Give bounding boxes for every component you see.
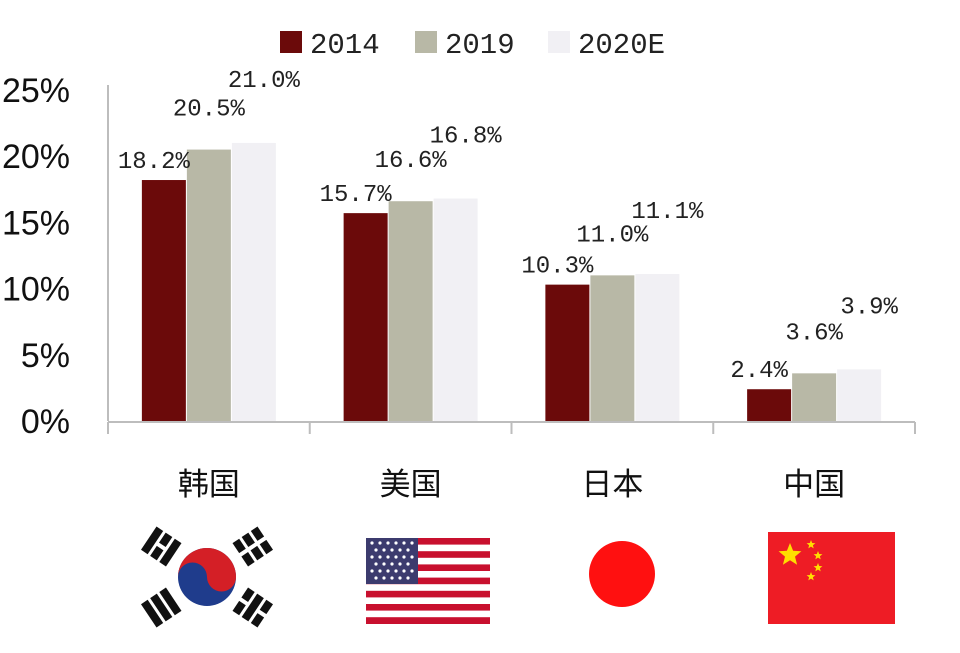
bar-2020E-1 xyxy=(433,198,478,421)
legend-label-2019: 2019 xyxy=(445,29,515,62)
y-tick-label: 25% xyxy=(2,72,70,110)
legend-label-2020E: 2020E xyxy=(578,29,665,62)
bar-2020E-3 xyxy=(837,369,882,421)
category-label: 美国 xyxy=(380,467,442,503)
data-label-2014-0: 18.2% xyxy=(118,149,191,176)
data-labels: 18.2% 20.5%21.0% 15.7% 16.6%16.8% 10.3% 11.0%… xyxy=(118,68,899,385)
y-axis: 0% 5% 10% 15% 20% 25% xyxy=(2,72,109,441)
data-label-2020E-0: 21.0% xyxy=(228,68,301,95)
legend: 2014 2019 2020E xyxy=(280,29,665,62)
bar-2019-2 xyxy=(590,275,635,421)
data-label-2019-2: 11.0% xyxy=(576,222,649,249)
category-label: 韩国 xyxy=(178,467,240,503)
japan-flag xyxy=(589,541,655,607)
y-tick-label: 0% xyxy=(21,403,70,441)
y-tick-label: 20% xyxy=(2,138,70,176)
china-flag xyxy=(768,532,895,624)
data-label-2019-1: 16.6% xyxy=(375,148,448,175)
data-label-2020E-2: 11.1% xyxy=(631,199,704,226)
data-label-2020E-1: 16.8% xyxy=(430,124,503,151)
legend-label-2014: 2014 xyxy=(310,29,380,62)
bar-2014-0 xyxy=(141,180,186,421)
korea-flag xyxy=(140,526,274,628)
usa-flag xyxy=(366,538,490,624)
y-tick-label: 5% xyxy=(21,337,70,375)
data-label-2014-2: 10.3% xyxy=(521,254,594,281)
bar-2014-2 xyxy=(545,284,590,421)
x-axis xyxy=(107,421,916,434)
y-tick-label: 15% xyxy=(2,204,70,242)
bar-2020E-2 xyxy=(635,274,680,421)
bar-2014-1 xyxy=(343,213,388,421)
data-label-2019-0: 20.5% xyxy=(173,97,246,124)
category-label: 日本 xyxy=(581,467,643,503)
data-label-2019-3: 3.6% xyxy=(785,320,843,347)
bars xyxy=(141,142,882,421)
y-tick-label: 10% xyxy=(2,271,70,309)
category-labels: 韩国 美国 日本 中国 xyxy=(178,467,845,503)
bar-2019-0 xyxy=(186,149,231,421)
category-label: 中国 xyxy=(783,467,845,503)
data-label-2014-3: 2.4% xyxy=(730,358,788,385)
bar-2019-1 xyxy=(388,201,433,421)
legend-swatch-2020E xyxy=(548,31,570,53)
legend-swatch-2019 xyxy=(415,31,437,53)
bar-2019-3 xyxy=(792,373,837,421)
bar-2014-3 xyxy=(747,389,792,421)
data-label-2014-1: 15.7% xyxy=(320,182,393,209)
data-label-2020E-3: 3.9% xyxy=(840,294,898,321)
legend-swatch-2014 xyxy=(280,31,302,53)
bar-2020E-0 xyxy=(231,142,276,421)
